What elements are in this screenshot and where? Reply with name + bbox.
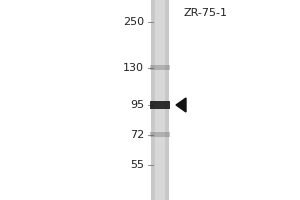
Bar xyxy=(150,65,170,70)
Bar xyxy=(154,0,165,200)
Text: 72: 72 xyxy=(130,130,144,140)
Polygon shape xyxy=(176,98,186,112)
Bar xyxy=(150,132,170,137)
Text: 95: 95 xyxy=(130,100,144,110)
Text: ZR-75-1: ZR-75-1 xyxy=(183,8,227,18)
Bar xyxy=(151,0,169,200)
Text: 130: 130 xyxy=(123,63,144,73)
Text: 55: 55 xyxy=(130,160,144,170)
Text: 250: 250 xyxy=(123,17,144,27)
Bar xyxy=(150,101,170,109)
